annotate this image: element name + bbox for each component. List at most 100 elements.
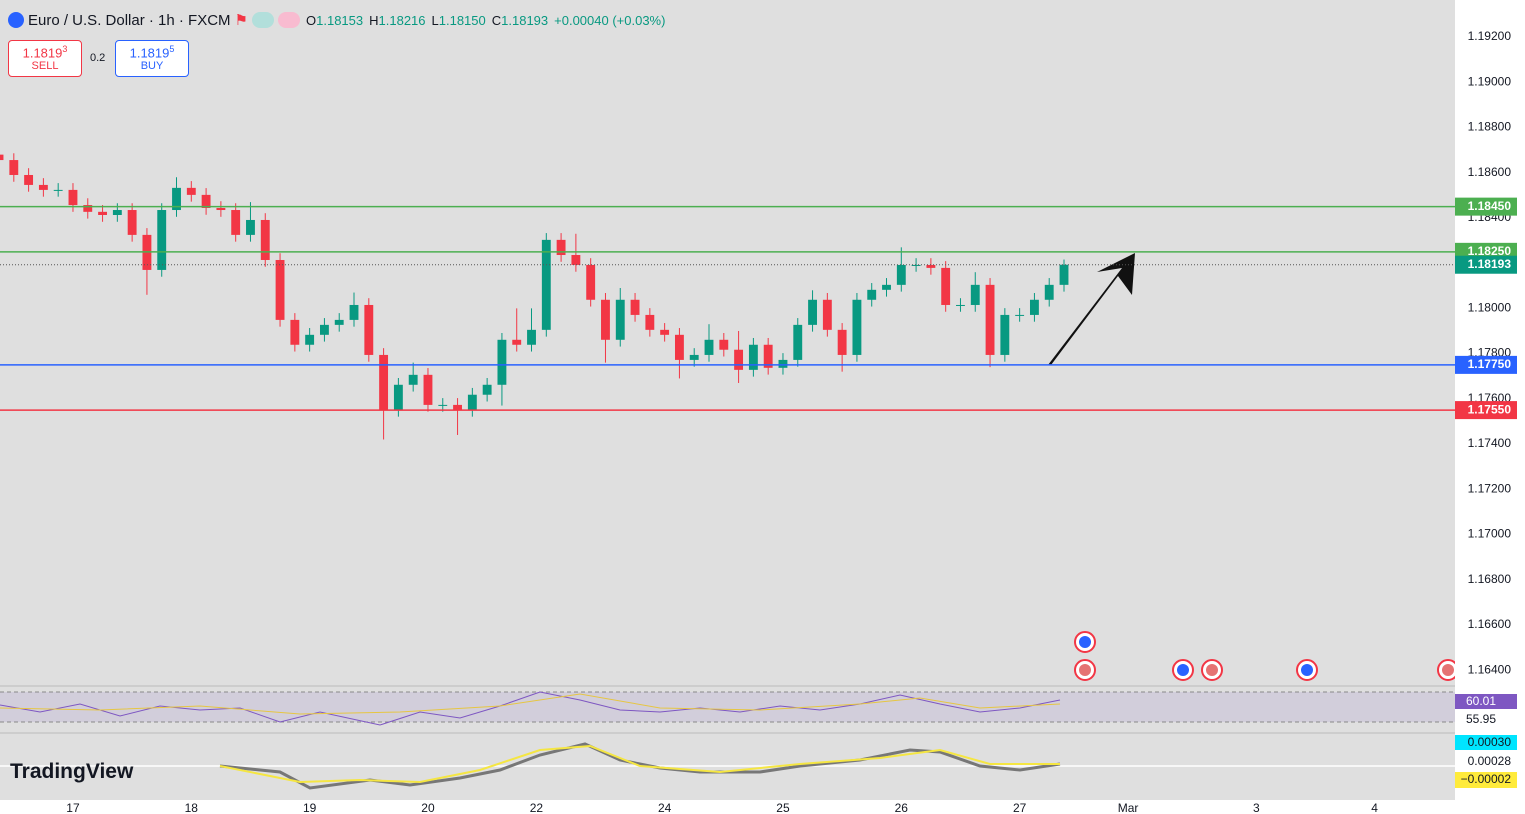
candle-body	[98, 211, 107, 215]
candle-body	[68, 189, 78, 206]
candle-body	[852, 299, 862, 355]
candle-body	[763, 344, 773, 368]
candle-body	[53, 189, 63, 191]
status-pill[interactable]	[252, 12, 274, 28]
candle-body	[748, 344, 758, 370]
candle-body	[334, 319, 344, 325]
candle-body	[956, 304, 965, 306]
ohlc-key: H	[369, 12, 379, 28]
x-tick-label: 24	[658, 801, 672, 814]
candle-body	[822, 299, 832, 330]
ohlc-open: 1.18153	[316, 12, 364, 28]
candle-body	[704, 339, 714, 355]
x-tick-label: 18	[185, 801, 199, 814]
spread: 0.2	[90, 52, 106, 64]
status-pill[interactable]	[278, 12, 300, 28]
y-tick-label: 1.16400	[1468, 662, 1512, 676]
level-label: 1.17750	[1468, 357, 1512, 371]
candle-body	[393, 384, 403, 410]
ohlc-change: +0.00040 (+0.03%)	[554, 12, 666, 28]
ohlc-low: 1.18150	[438, 12, 486, 28]
candle-body	[290, 319, 300, 345]
header: Euro / U.S. Dollar · 1h · FXCM ⚑ O1.1815…	[8, 11, 665, 29]
candle-body	[260, 219, 270, 260]
candle-body	[275, 259, 285, 320]
candle-body	[305, 334, 315, 345]
candle-body	[246, 219, 255, 235]
x-tick-label: 22	[530, 801, 544, 814]
y-tick-label: 1.17200	[1468, 481, 1512, 495]
candle-body	[0, 154, 4, 161]
candle-body	[408, 374, 418, 385]
candle-body	[231, 210, 241, 235]
rsi-ma-value: 55.95	[1466, 712, 1496, 726]
candle-body	[926, 264, 936, 268]
level-label-bg	[1455, 197, 1517, 216]
candle-body	[808, 299, 817, 325]
candle-body	[970, 284, 980, 305]
candle-body	[482, 384, 492, 395]
y-tick-label: 1.16800	[1468, 572, 1512, 586]
candle-body	[985, 284, 995, 355]
candle-body	[364, 304, 374, 355]
buy-pip: 5	[169, 44, 175, 54]
candle-body	[586, 264, 596, 300]
candle-body	[438, 404, 448, 406]
price-axis	[1455, 0, 1525, 686]
sell-pip: 3	[62, 44, 68, 54]
candle-body	[793, 324, 803, 360]
macd-hist-bg	[1455, 735, 1517, 750]
candle-body	[497, 339, 507, 385]
candle-body	[157, 210, 167, 270]
candle-body	[615, 299, 625, 340]
y-tick-label: 1.16600	[1468, 617, 1512, 631]
ohlc-close: 1.18193	[501, 12, 549, 28]
candle-body	[201, 194, 211, 208]
candle-body	[719, 339, 729, 350]
candle-body	[172, 187, 181, 211]
candle-body	[319, 324, 329, 335]
last-price-label: 1.18193	[1468, 257, 1512, 271]
candle-body	[674, 334, 684, 360]
level-label: 1.18450	[1468, 199, 1512, 213]
sell-price: 1.1819	[22, 45, 63, 61]
candle-body	[453, 404, 462, 410]
macd-signal	[219, 744, 1060, 784]
candle-body	[867, 289, 877, 300]
level-label-bg	[1455, 401, 1517, 420]
candle-body	[24, 174, 34, 185]
candle-body	[527, 329, 536, 345]
level-label-bg	[1455, 355, 1517, 374]
candle-body	[601, 299, 610, 340]
buy-button[interactable]: 1.18195 BUY	[115, 40, 189, 77]
symbol-icon	[8, 12, 24, 28]
ohlc-key: L	[431, 12, 439, 28]
macd-value: 0.00028	[1468, 754, 1512, 768]
candle-body	[837, 329, 847, 355]
candle-body	[512, 339, 522, 345]
ohlc-key: C	[491, 12, 502, 28]
ohlc-key: O	[306, 12, 317, 28]
annotation-arrow	[1048, 253, 1135, 365]
candle-body	[216, 207, 226, 211]
y-tick-label: 1.18800	[1468, 120, 1512, 134]
y-tick-label: 1.19000	[1468, 74, 1512, 88]
logo: TradingView	[10, 760, 134, 783]
candle-body	[734, 349, 744, 370]
candle-body	[645, 314, 655, 330]
plot-background	[0, 0, 1455, 800]
event-icons	[1074, 631, 1459, 681]
x-tick-label: 20	[421, 801, 435, 814]
candle-body	[882, 284, 891, 290]
time-axis	[0, 800, 1525, 814]
sell-button[interactable]: 1.18193 SELL	[8, 40, 82, 77]
candle-body	[941, 267, 951, 305]
rsi-label-bg	[1455, 694, 1517, 709]
candle-body	[1059, 264, 1069, 285]
y-tick-label: 1.17000	[1468, 527, 1512, 541]
macd-hist-value: 0.00030	[1468, 735, 1512, 749]
sell-label: SELL	[31, 60, 59, 73]
y-tick-label: 1.17400	[1468, 436, 1512, 450]
